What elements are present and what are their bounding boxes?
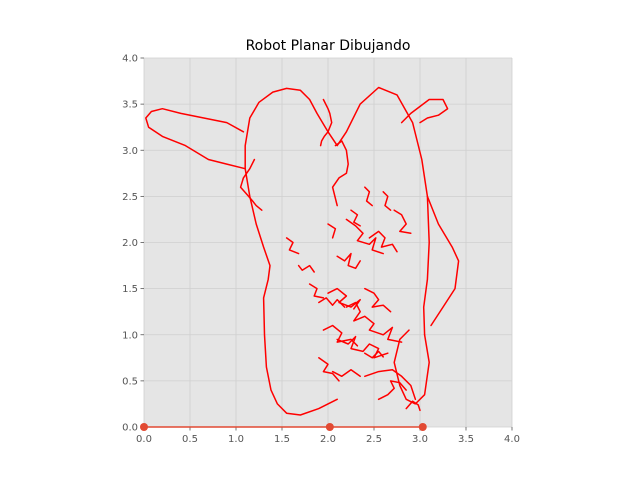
x-tick-label: 2.0 xyxy=(320,434,336,445)
drawing-path-20 xyxy=(336,252,361,270)
y-tick-label: 1.0 xyxy=(122,330,138,341)
drawing-path-15 xyxy=(318,357,340,382)
drawing-path-0 xyxy=(244,167,338,416)
drawing-path-17 xyxy=(377,380,407,401)
drawing-path-24 xyxy=(382,191,392,211)
drawing-path-25 xyxy=(350,209,361,227)
x-tick-label: 2.5 xyxy=(366,434,382,445)
robot-joint-1 xyxy=(325,423,334,431)
drawing-path-22 xyxy=(297,264,315,273)
robot-joint-0 xyxy=(140,423,148,431)
y-tick-label: 0.5 xyxy=(122,376,138,387)
drawing-path-18 xyxy=(345,218,384,255)
drawing-path-4 xyxy=(331,140,349,207)
drawing-path-21 xyxy=(393,209,412,235)
y-tick-label: 4.0 xyxy=(122,54,138,65)
x-tick-label: 4.0 xyxy=(504,434,520,445)
drawing-path-5 xyxy=(239,158,263,211)
drawing-path-30 xyxy=(285,237,300,255)
x-tick-label: 0.5 xyxy=(182,434,198,445)
drawing-path-9 xyxy=(364,369,417,401)
y-tick-label: 1.5 xyxy=(122,284,138,295)
drawing-path-23 xyxy=(364,186,373,207)
x-tick-label: 3.0 xyxy=(412,434,428,445)
x-tick-label: 0.0 xyxy=(136,434,152,445)
x-tick-label: 3.5 xyxy=(458,434,474,445)
y-tick-label: 3.5 xyxy=(122,100,138,111)
x-axis: 0.0 0.5 1.0 1.5 2.0 2.5 3.0 3.5 4.0 xyxy=(136,427,520,445)
drawing-path-19 xyxy=(368,230,398,253)
drawing-path-12 xyxy=(322,324,359,347)
y-tick-label: 2.0 xyxy=(122,238,138,249)
y-tick-label: 0.0 xyxy=(122,423,138,434)
y-axis: 0.0 0.5 1.0 1.5 2.0 2.5 3.0 3.5 4.0 xyxy=(122,54,144,434)
chart-title: Robot Planar Dibujando xyxy=(246,38,411,54)
drawing-path-27 xyxy=(318,297,346,308)
drawing-path-16 xyxy=(331,369,361,378)
robot-joint-2 xyxy=(418,423,427,431)
robot-arm xyxy=(140,423,427,431)
y-tick-label: 2.5 xyxy=(122,192,138,203)
drawing-path-31 xyxy=(308,283,325,299)
x-tick-label: 1.5 xyxy=(274,434,290,445)
drawing-path-7 xyxy=(400,98,449,124)
drawing-path-3 xyxy=(319,98,333,147)
drawing-path-26 xyxy=(327,223,337,239)
x-tick-label: 1.0 xyxy=(228,434,244,445)
drawing-path-14 xyxy=(364,287,392,313)
drawing-path-29 xyxy=(405,400,421,412)
drawing-path-1 xyxy=(244,86,430,336)
drawing-path-8 xyxy=(426,195,460,327)
drawing-path-10 xyxy=(345,301,403,343)
drawing-path-6 xyxy=(145,107,246,170)
drawing-path-28 xyxy=(364,350,384,359)
y-tick-label: 3.0 xyxy=(122,146,138,157)
drawing-paths xyxy=(145,86,460,416)
drawing-path-2 xyxy=(393,329,430,405)
